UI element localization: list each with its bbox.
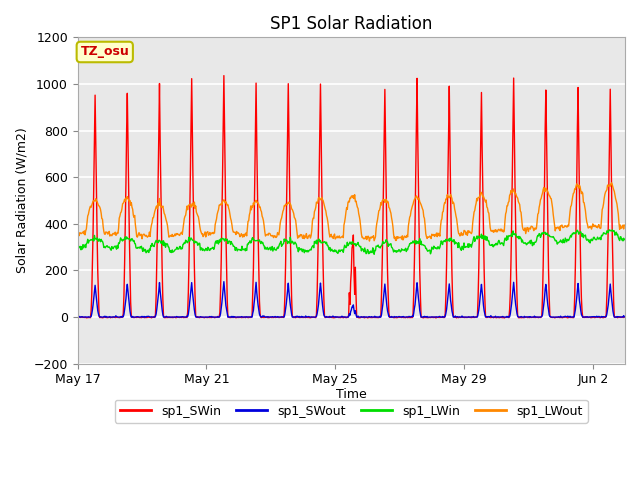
- sp1_LWout: [621, 222, 628, 228]
- sp1_LWin: [184, 238, 192, 243]
- sp1_SWout: [492, 314, 500, 320]
- sp1_LWin: [148, 243, 156, 249]
- Legend: sp1_SWin, sp1_SWout, sp1_LWin, sp1_LWout: sp1_SWin, sp1_SWout, sp1_LWin, sp1_LWout: [115, 400, 588, 423]
- sp1_SWin: [148, 315, 156, 321]
- Line: sp1_LWout: sp1_LWout: [77, 183, 625, 241]
- sp1_LWin: [371, 252, 378, 257]
- sp1_LWin: [74, 244, 81, 250]
- sp1_LWout: [365, 238, 373, 244]
- Y-axis label: Solar Radiation (W/m2): Solar Radiation (W/m2): [15, 128, 28, 274]
- sp1_SWout: [148, 314, 156, 320]
- sp1_SWout: [220, 279, 228, 285]
- sp1_SWin: [621, 314, 628, 320]
- sp1_SWin: [136, 314, 144, 320]
- sp1_SWin: [220, 73, 228, 79]
- sp1_SWout: [404, 314, 412, 320]
- Line: sp1_SWout: sp1_SWout: [77, 282, 625, 317]
- sp1_SWin: [404, 315, 412, 321]
- sp1_LWin: [404, 247, 412, 252]
- sp1_LWin: [492, 240, 500, 246]
- Title: SP1 Solar Radiation: SP1 Solar Radiation: [270, 15, 433, 33]
- sp1_LWin: [357, 243, 365, 249]
- Line: sp1_LWin: sp1_LWin: [77, 230, 625, 254]
- sp1_SWin: [492, 315, 500, 321]
- sp1_LWout: [404, 234, 412, 240]
- sp1_LWout: [357, 225, 365, 230]
- sp1_SWout: [184, 311, 192, 317]
- Line: sp1_SWin: sp1_SWin: [77, 76, 625, 318]
- sp1_SWin: [184, 289, 192, 295]
- sp1_SWin: [358, 314, 365, 320]
- sp1_LWout: [136, 233, 144, 239]
- sp1_SWout: [621, 314, 628, 320]
- sp1_LWout: [148, 222, 156, 228]
- sp1_LWout: [492, 228, 500, 233]
- sp1_LWout: [608, 180, 616, 186]
- sp1_SWout: [136, 314, 144, 320]
- sp1_SWin: [74, 314, 81, 320]
- sp1_LWout: [74, 233, 81, 239]
- sp1_LWin: [609, 227, 616, 233]
- sp1_LWin: [136, 244, 144, 250]
- X-axis label: Time: Time: [336, 388, 367, 401]
- sp1_LWin: [621, 237, 628, 242]
- sp1_SWout: [358, 314, 365, 320]
- Text: TZ_osu: TZ_osu: [81, 46, 129, 59]
- sp1_SWout: [74, 314, 81, 320]
- sp1_LWout: [184, 203, 192, 208]
- sp1_SWin: [500, 315, 508, 321]
